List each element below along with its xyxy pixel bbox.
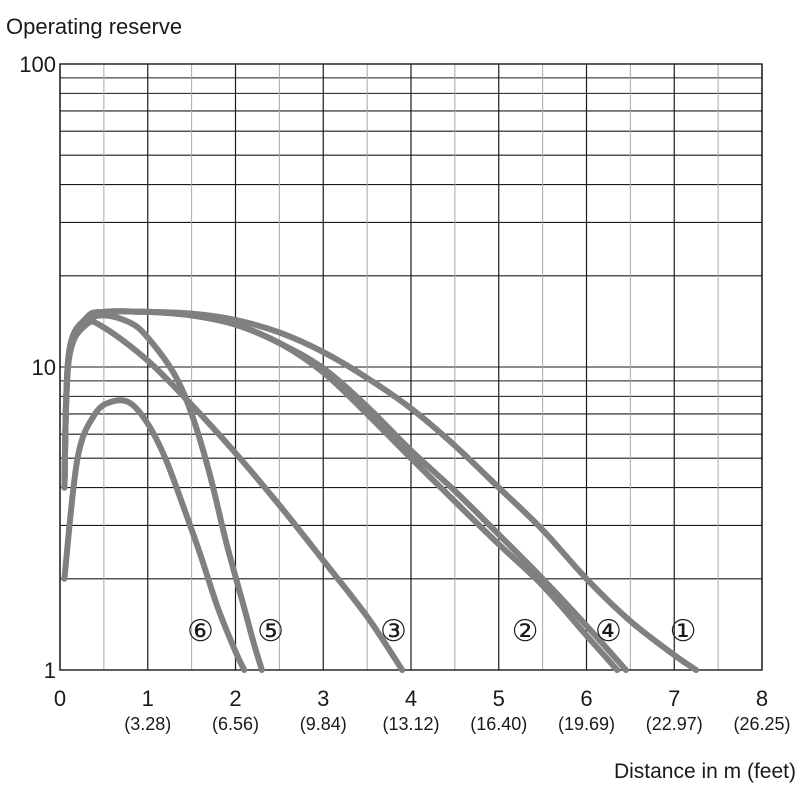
series-marker-4: ④: [595, 615, 622, 648]
x-tick-label: 6: [580, 686, 592, 711]
x-tick-label: 0: [54, 686, 66, 711]
x-tick-label: 1: [142, 686, 154, 711]
x-axis-label: Distance in m (feet): [614, 760, 796, 783]
grid: [59, 63, 763, 671]
series-markers: ① ② ③ ④ ⑤ ⑥: [187, 615, 697, 648]
series-marker-label: ①: [670, 615, 697, 648]
series-marker-3: ③: [380, 615, 407, 648]
x-tick-label: 2: [229, 686, 241, 711]
x-tick-sublabel: (6.56): [212, 714, 259, 734]
series-marker-5: ⑤: [257, 615, 284, 648]
x-tick-label: 7: [668, 686, 680, 711]
series-marker-6: ⑥: [187, 615, 214, 648]
x-tick-sublabel: (3.28): [124, 714, 171, 734]
series-lines: [61, 308, 700, 673]
series-line-3: [61, 318, 406, 673]
series-line-5: [61, 312, 265, 673]
x-tick-sublabel: (26.25): [733, 714, 790, 734]
series-marker-label: ⑥: [187, 615, 214, 648]
series-marker-label: ②: [512, 615, 539, 648]
series-marker-1: ①: [670, 615, 697, 648]
series-marker-label: ③: [380, 615, 407, 648]
x-tick-label: 3: [317, 686, 329, 711]
series-line-4: [61, 308, 629, 673]
x-tick-sublabel: (19.69): [558, 714, 615, 734]
y-tick-labels: 1 10 100: [19, 52, 56, 683]
x-tick-sublabel: (16.40): [470, 714, 527, 734]
series-line-6: [61, 397, 248, 673]
x-tick-label: 4: [405, 686, 417, 711]
series-marker-label: ⑤: [257, 615, 284, 648]
y-tick-label: 10: [32, 355, 56, 380]
x-tick-sublabel: (9.84): [300, 714, 347, 734]
x-tick-sublabel: (22.97): [646, 714, 703, 734]
x-tick-labels: 0 1 (3.28) 2 (6.56) 3 (9.84) 4 (13.12) 5 (16.40) 6 (…: [54, 686, 791, 734]
x-tick-label: 5: [493, 686, 505, 711]
y-tick-label: 1: [44, 658, 56, 683]
y-axis-label: Operating reserve: [6, 14, 182, 39]
plot-frame: [59, 63, 763, 671]
y-tick-label: 100: [19, 52, 56, 77]
x-tick-label: 8: [756, 686, 768, 711]
series-marker-2: ②: [512, 615, 539, 648]
x-tick-sublabel: (13.12): [382, 714, 439, 734]
series-marker-label: ④: [595, 615, 622, 648]
